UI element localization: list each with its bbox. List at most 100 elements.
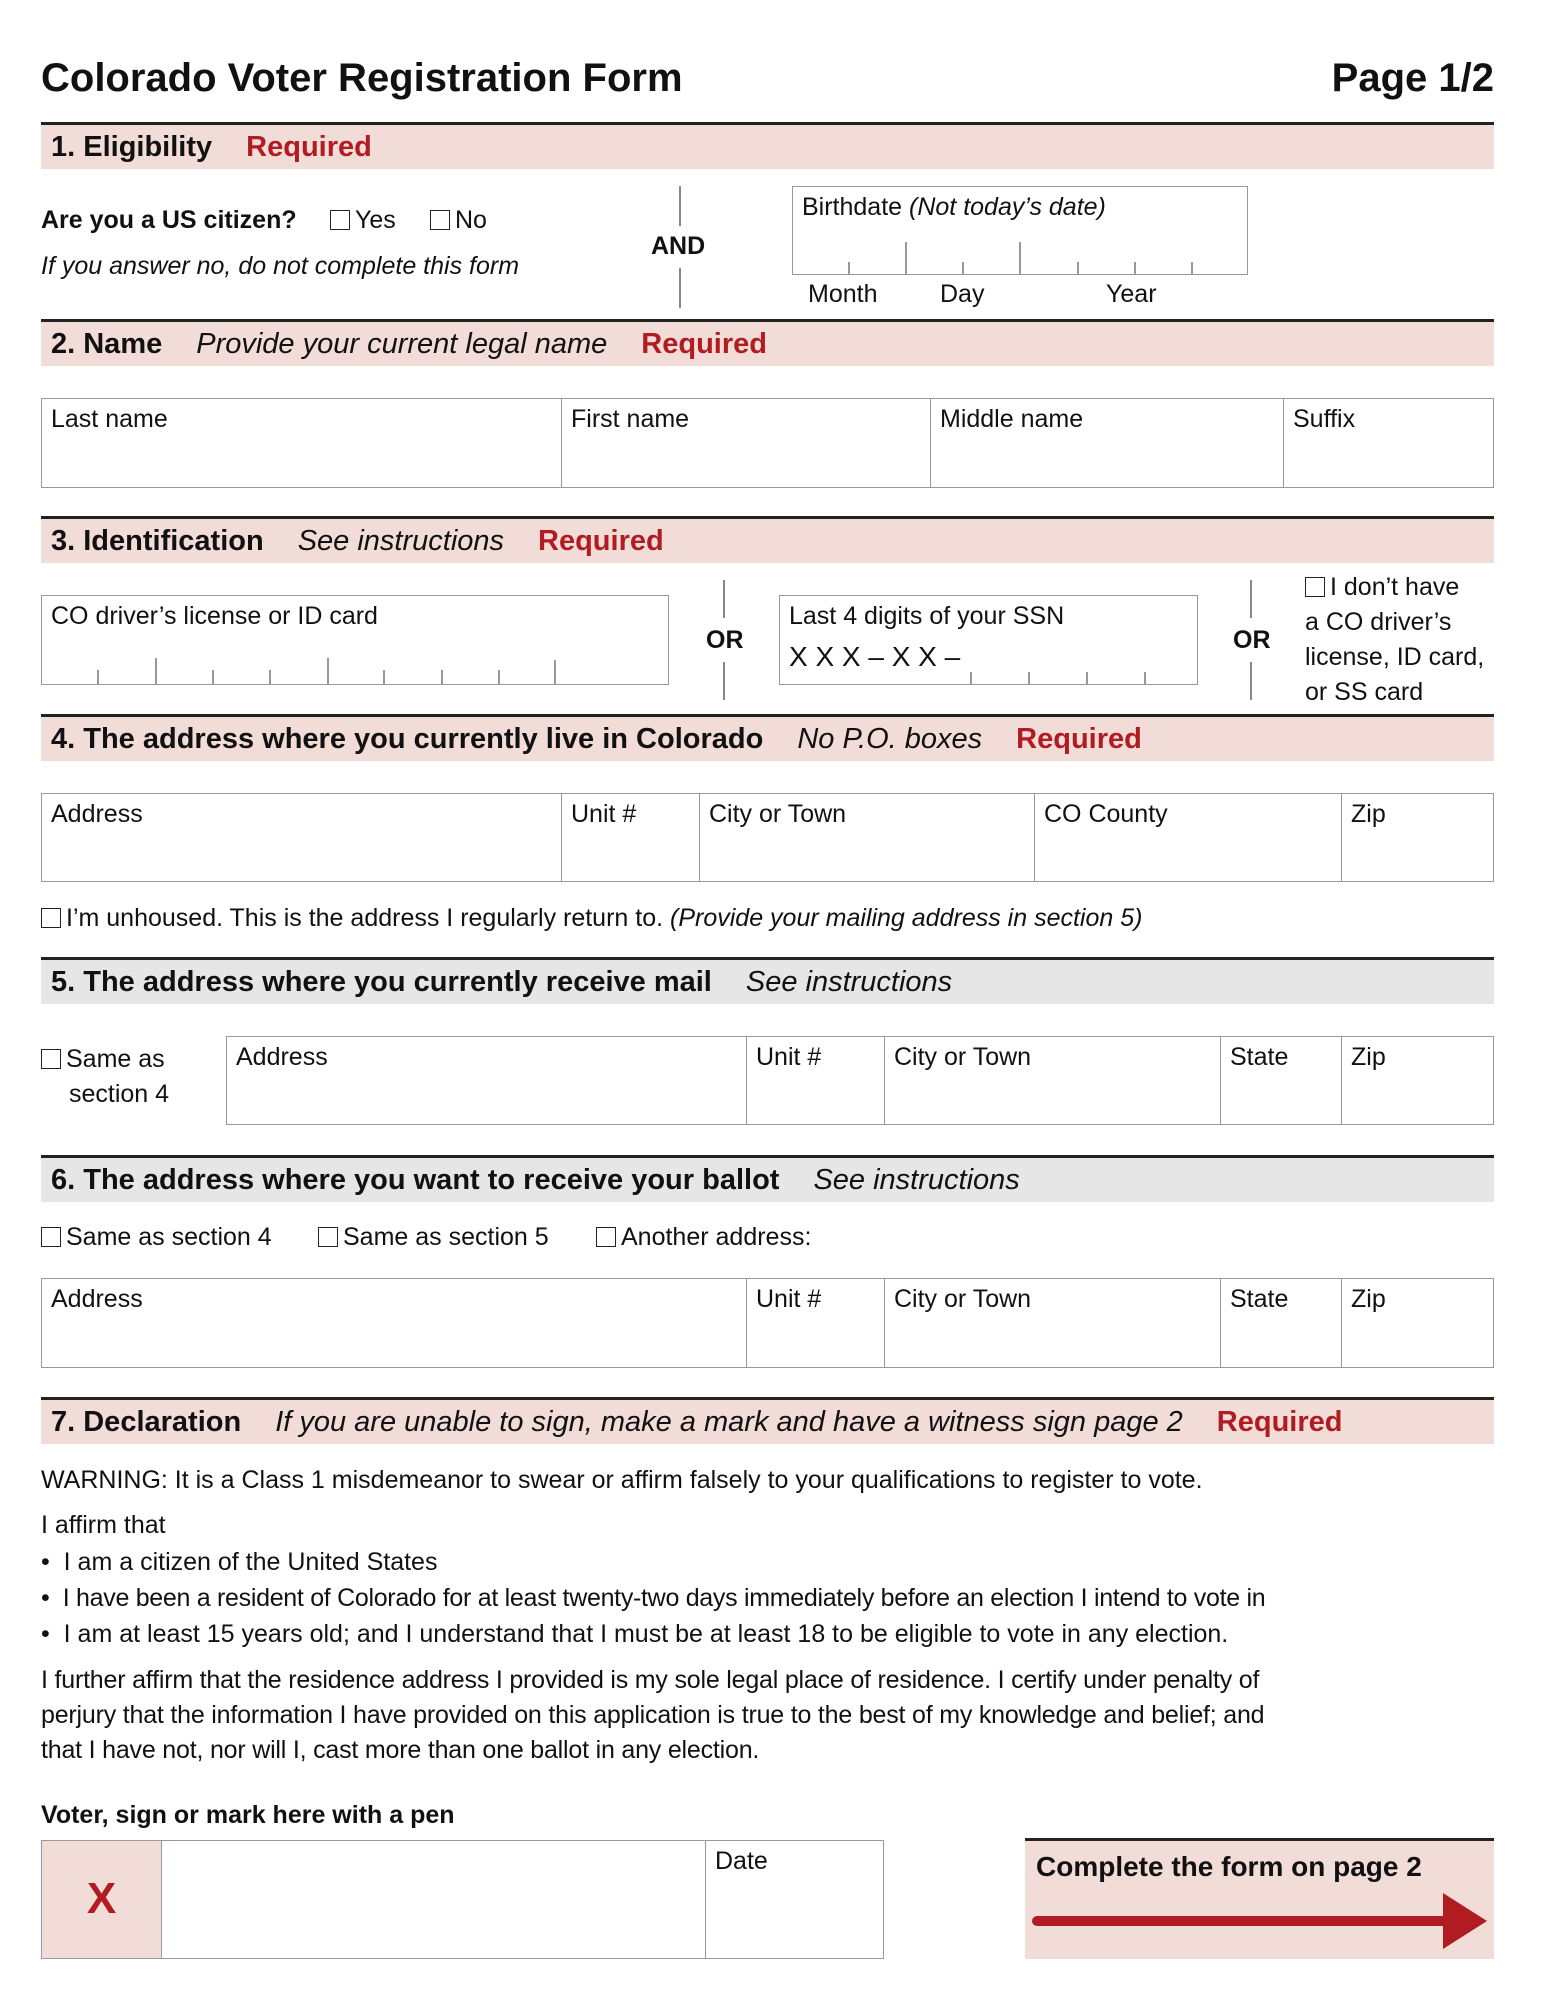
tick	[970, 672, 972, 684]
tick	[97, 670, 99, 684]
checkbox[interactable]	[41, 908, 61, 928]
ballot-another-address-option[interactable]: Another address:	[596, 1223, 811, 1252]
section-title: 1. Eligibility	[51, 131, 213, 163]
no-id-option[interactable]: I don’t have a CO driver’s license, ID c…	[1305, 570, 1484, 710]
tick	[327, 658, 329, 684]
label: Another address:	[621, 1223, 812, 1251]
residence-city-field[interactable]: City or Town	[699, 793, 1035, 882]
checkbox[interactable]	[430, 210, 450, 230]
checkbox[interactable]	[41, 1049, 61, 1069]
checkbox[interactable]	[41, 1227, 61, 1247]
arrow-right-icon	[1032, 1893, 1487, 1949]
section-2-header: 2. Name Provide your current legal name Re…	[41, 319, 1494, 366]
affirm-intro: I affirm that	[41, 1511, 166, 1539]
ballot-same-as-4-option[interactable]: Same as section 4	[41, 1223, 272, 1252]
section-3-header: 3. Identification See instructions Require…	[41, 516, 1494, 563]
date-field[interactable]: Date	[705, 1840, 884, 1959]
label: Same as section 4	[66, 1223, 272, 1251]
tick	[905, 242, 907, 274]
note: (Provide your mailing address in section…	[670, 904, 1143, 932]
bullet-text: I am a citizen of the United States	[63, 1548, 438, 1576]
tick	[212, 670, 214, 684]
tick	[1028, 672, 1030, 684]
residence-county-field[interactable]: CO County	[1034, 793, 1342, 882]
ballot-state-field[interactable]: State	[1220, 1278, 1342, 1368]
mail-city-field[interactable]: City or Town	[884, 1036, 1221, 1125]
required-label: Required	[1216, 1406, 1343, 1438]
warning-text: WARNING: It is a Class 1 misdemeanor to …	[41, 1466, 1203, 1494]
citizen-yes-option[interactable]: Yes	[330, 206, 396, 235]
label: license, ID card,	[1305, 643, 1485, 671]
label: Same as section 5	[343, 1223, 549, 1251]
residence-zip-field[interactable]: Zip	[1341, 793, 1494, 882]
ballot-same-as-5-option[interactable]: Same as section 5	[318, 1223, 549, 1252]
mail-address-field[interactable]: Address	[226, 1036, 747, 1125]
label: Last 4 digits of your SSN	[789, 602, 1065, 630]
paragraph-line: perjury that the information I have prov…	[41, 1701, 1265, 1729]
tick	[1134, 262, 1136, 274]
month-label: Month	[808, 280, 878, 308]
x-mark: X	[86, 1874, 117, 1923]
tick	[383, 670, 385, 684]
label: or SS card	[1305, 678, 1424, 706]
citizen-no-option[interactable]: No	[430, 206, 487, 235]
tick	[848, 262, 850, 274]
label: a CO driver’s	[1305, 608, 1452, 636]
mail-state-field[interactable]: State	[1220, 1036, 1342, 1125]
tick	[554, 660, 556, 684]
required-label: Required	[538, 525, 664, 557]
or-label: OR	[1233, 626, 1271, 654]
middle-name-field[interactable]: Middle name	[930, 398, 1284, 488]
section-title: 5. The address where you currently recei…	[51, 966, 712, 998]
last-name-field[interactable]: Last name	[41, 398, 562, 488]
paragraph-line: that I have not, nor will I, cast more t…	[41, 1736, 760, 1764]
label: Same as	[66, 1045, 165, 1073]
section-6-header: 6. The address where you want to receive…	[41, 1155, 1494, 1202]
signature-field[interactable]	[161, 1840, 706, 1959]
birthdate-field[interactable]: Birthdate (Not today’s date)	[792, 186, 1248, 275]
affirm-bullet: • I am at least 15 years old; and I unde…	[41, 1620, 1229, 1648]
form-title: Colorado Voter Registration Form	[41, 56, 683, 100]
license-id-field[interactable]: CO driver’s license or ID card	[41, 595, 669, 685]
ballot-address-field[interactable]: Address	[41, 1278, 747, 1368]
checkbox[interactable]	[596, 1227, 616, 1247]
sign-label: Voter, sign or mark here with a pen	[41, 1801, 455, 1829]
divider	[1250, 662, 1252, 700]
callout-text: Complete the form on page 2	[1036, 1851, 1422, 1882]
ballot-unit-field[interactable]: Unit #	[746, 1278, 885, 1368]
checkbox[interactable]	[318, 1227, 338, 1247]
residence-unit-field[interactable]: Unit #	[561, 793, 700, 882]
first-name-field[interactable]: First name	[561, 398, 931, 488]
ballot-city-field[interactable]: City or Town	[884, 1278, 1221, 1368]
ssn-mask: X X X – X X –	[789, 641, 961, 672]
section-title: 4. The address where you currently live …	[51, 723, 764, 755]
residence-address-field[interactable]: Address	[41, 793, 562, 882]
checkbox[interactable]	[1305, 577, 1325, 597]
year-label: Year	[1106, 280, 1157, 308]
label: Yes	[355, 206, 396, 234]
suffix-field[interactable]: Suffix	[1283, 398, 1494, 488]
section-note: No P.O. boxes	[797, 723, 983, 755]
ballot-zip-field[interactable]: Zip	[1341, 1278, 1494, 1368]
affirm-bullet: • I have been a resident of Colorado for…	[41, 1584, 1266, 1612]
section-note: See instructions	[297, 525, 505, 557]
unhoused-option[interactable]: I’m unhoused. This is the address I regu…	[41, 904, 1142, 933]
paragraph-line: I further affirm that the residence addr…	[41, 1666, 1260, 1694]
mail-unit-field[interactable]: Unit #	[746, 1036, 885, 1125]
label: section 4	[69, 1080, 170, 1108]
mail-zip-field[interactable]: Zip	[1341, 1036, 1494, 1125]
tick	[498, 670, 500, 684]
divider	[679, 268, 681, 308]
section-note: If you are unable to sign, make a mark a…	[275, 1406, 1183, 1438]
continue-page-2-callout: Complete the form on page 2	[1025, 1838, 1494, 1959]
page-number: Page 1/2	[1331, 56, 1494, 100]
label: No	[455, 206, 487, 234]
required-label: Required	[246, 131, 372, 163]
mail-same-as-4-option[interactable]: Same as section 4	[41, 1042, 169, 1112]
sign-mark-cell: X	[41, 1840, 162, 1959]
day-label: Day	[940, 280, 985, 308]
section-note: See instructions	[813, 1164, 1020, 1196]
checkbox[interactable]	[330, 210, 350, 230]
ssn-field[interactable]: Last 4 digits of your SSN X X X – X X –	[779, 595, 1198, 685]
affirm-paragraph: I further affirm that the residence addr…	[41, 1663, 1265, 1768]
